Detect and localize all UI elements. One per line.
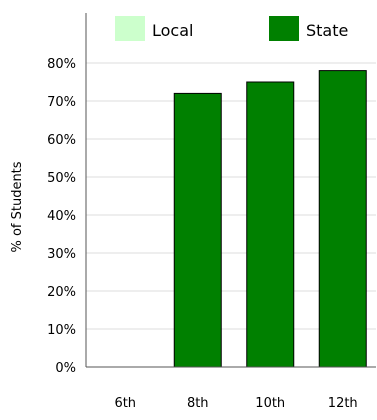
y-tick-label: 60%: [47, 133, 76, 148]
gridlines: [86, 62, 376, 330]
x-tick-label: 12th: [328, 396, 358, 411]
y-tick-label: 50%: [47, 171, 76, 186]
y-tick-label: 10%: [47, 323, 76, 338]
x-tick-label: 6th: [114, 396, 136, 411]
y-tick-label: 20%: [47, 285, 76, 300]
y-tick-label: 30%: [47, 247, 76, 262]
bars: [173, 70, 367, 368]
legend: Local State: [115, 16, 348, 41]
y-tick-label: 70%: [47, 95, 76, 110]
y-tick-label: 0%: [55, 361, 76, 376]
x-tick-label: 10th: [255, 396, 285, 411]
bar-state-8th: [173, 92, 222, 368]
y-tick-label: 80%: [47, 57, 76, 72]
axes: 0% 10% 20% 30% 40% 50% 60% 70% 80% 6th 8th 10th 12th: [47, 13, 376, 411]
legend-label-local: Local: [152, 21, 193, 40]
legend-swatch-local: [115, 16, 145, 41]
y-axis-label: % of Students: [10, 161, 25, 252]
legend-label-state: State: [306, 21, 348, 40]
bar-state-10th: [246, 81, 295, 368]
x-tick-label: 8th: [187, 396, 209, 411]
y-tick-label: 40%: [47, 209, 76, 224]
bar-state-12th: [318, 70, 367, 368]
legend-swatch-state: [269, 16, 299, 41]
